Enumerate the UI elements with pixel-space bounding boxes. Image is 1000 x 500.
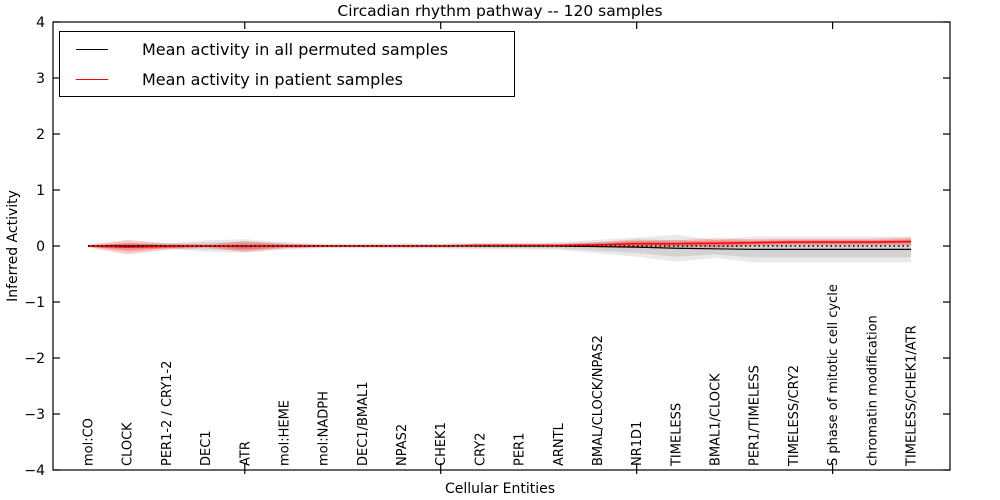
y-tick-label: −4: [24, 463, 45, 479]
y-tick-label: −3: [24, 407, 45, 423]
x-category-label: BMAL1/CLOCK: [709, 373, 724, 466]
x-category-label: TIMELESS/CHEK1/ATR: [905, 325, 920, 467]
y-axis-label: Inferred Activity: [5, 190, 21, 302]
legend-item-patient: Mean activity in patient samples: [60, 64, 514, 94]
legend: Mean activity in all permuted samples Me…: [59, 31, 515, 97]
x-category-label: CHEK1: [434, 422, 449, 466]
permuted-line-sample: [76, 48, 108, 50]
x-category-label: ARNTL: [552, 422, 567, 466]
legend-label-patient: Mean activity in patient samples: [142, 69, 403, 89]
x-category-label: BMAL/CLOCK/NPAS2: [591, 335, 606, 466]
x-category-label: PER1: [513, 433, 528, 466]
legend-item-permuted: Mean activity in all permuted samples: [60, 34, 514, 64]
x-category-label: DEC1: [199, 430, 214, 466]
x-category-label: mol:CO: [82, 418, 97, 466]
patient-line-sample: [76, 78, 108, 80]
patient-mean-line: [87, 240, 912, 248]
x-category-label: chromatin modification: [865, 315, 880, 466]
x-category-label: CRY2: [473, 432, 488, 466]
x-category-label: NPAS2: [395, 424, 410, 466]
y-tick-label: −2: [24, 351, 45, 367]
y-tick-label: 4: [36, 15, 45, 31]
x-category-label: TIMELESS/CRY2: [787, 365, 802, 467]
x-category-label: ATR: [238, 441, 253, 466]
legend-label-permuted: Mean activity in all permuted samples: [142, 39, 449, 59]
permuted-band-outer: [88, 234, 911, 263]
x-category-label: NR1D1: [630, 421, 645, 466]
y-tick-label: 1: [36, 183, 45, 199]
x-category-label: PER1-2 / CRY1-2: [160, 361, 175, 466]
x-category-label: CLOCK: [121, 422, 136, 466]
x-category-label: mol:HEME: [277, 400, 292, 466]
x-category-label: S phase of mitotic cell cycle: [826, 284, 841, 466]
y-tick-label: 0: [36, 239, 45, 255]
permuted-band-inner: [88, 239, 911, 258]
x-category-label: PER1/TIMELESS: [748, 365, 763, 466]
chart-title: Circadian rhythm pathway -- 120 samples: [337, 2, 663, 20]
y-tick-label: −1: [24, 295, 45, 311]
y-tick-label: 3: [36, 71, 45, 87]
x-category-label: mol:NADPH: [317, 391, 332, 466]
x-axis-label: Cellular Entities: [444, 481, 556, 497]
x-category-label: DEC1/BMAL1: [356, 382, 371, 467]
x-category-label: TIMELESS: [669, 403, 684, 467]
y-tick-label: 2: [36, 127, 45, 143]
